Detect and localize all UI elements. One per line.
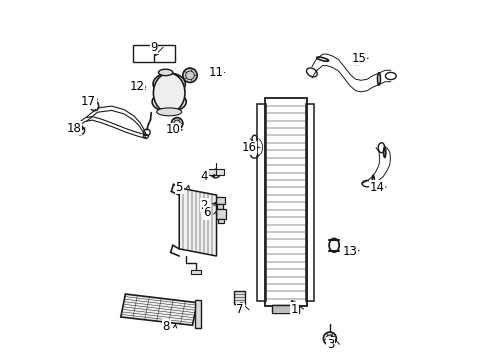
Text: 15: 15 <box>351 51 366 64</box>
Bar <box>234 291 244 304</box>
Polygon shape <box>207 169 215 175</box>
Bar <box>265 98 306 306</box>
Bar <box>195 300 201 328</box>
Ellipse shape <box>158 69 172 76</box>
Bar <box>305 104 314 301</box>
Polygon shape <box>179 188 216 256</box>
Ellipse shape <box>156 108 182 116</box>
Text: 13: 13 <box>342 244 357 257</box>
Polygon shape <box>121 294 197 325</box>
Circle shape <box>323 332 336 345</box>
Text: 9: 9 <box>150 41 158 54</box>
Text: 18: 18 <box>66 122 81 135</box>
Bar <box>217 204 223 209</box>
Text: 17: 17 <box>81 95 96 108</box>
Text: 12: 12 <box>129 80 144 93</box>
Ellipse shape <box>153 73 185 95</box>
Text: 16: 16 <box>241 141 256 154</box>
Polygon shape <box>215 169 223 175</box>
Ellipse shape <box>153 73 184 113</box>
Bar <box>190 270 201 274</box>
Text: 14: 14 <box>369 181 384 194</box>
Text: 5: 5 <box>175 181 183 194</box>
Text: 4: 4 <box>200 170 208 183</box>
Text: 1: 1 <box>290 303 298 316</box>
Circle shape <box>211 169 220 178</box>
Bar <box>133 45 174 62</box>
Text: 10: 10 <box>165 123 180 136</box>
Text: 6: 6 <box>203 207 210 220</box>
Text: 2: 2 <box>200 199 208 212</box>
Text: 7: 7 <box>236 303 244 316</box>
Ellipse shape <box>152 92 186 112</box>
Circle shape <box>90 102 99 111</box>
Bar <box>215 197 224 204</box>
Text: 11: 11 <box>208 66 223 79</box>
Text: 8: 8 <box>163 320 170 333</box>
Bar <box>257 104 265 301</box>
Bar <box>272 305 299 314</box>
Bar <box>215 210 225 220</box>
Text: 3: 3 <box>326 338 334 351</box>
Circle shape <box>183 68 197 82</box>
Bar <box>218 219 223 223</box>
Circle shape <box>171 118 183 129</box>
